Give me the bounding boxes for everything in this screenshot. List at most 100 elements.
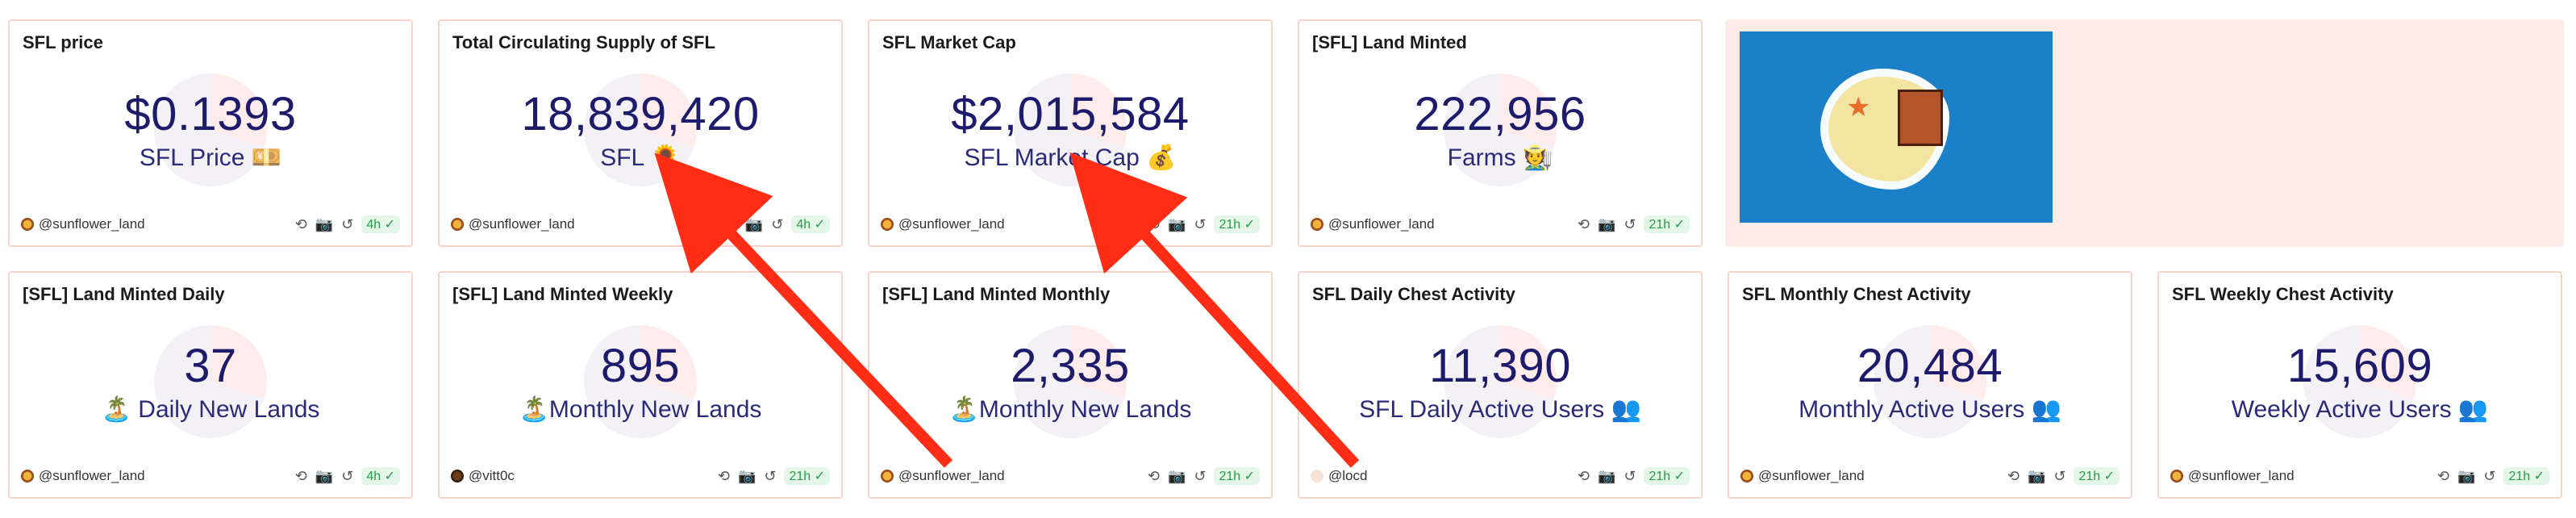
card-title: SFL price bbox=[23, 32, 103, 52]
author-link[interactable]: @vitt0c bbox=[469, 468, 515, 483]
footer-icons: ⟲ 📷 ↺ 21h ✓ bbox=[2437, 467, 2549, 485]
undo-icon[interactable]: ↺ bbox=[1624, 467, 1636, 484]
metric-label: 🏝️Monthly New Lands bbox=[948, 396, 1192, 423]
undo-icon[interactable]: ↺ bbox=[1194, 215, 1207, 232]
metric-value: 222,956 bbox=[1414, 88, 1586, 140]
card-land-minted[interactable]: [SFL] Land Minted 222,956 Farms 🧑‍🌾 @sun… bbox=[1298, 19, 1703, 247]
card-title: [SFL] Land Minted Daily bbox=[23, 284, 225, 304]
card-title: SFL Daily Chest Activity bbox=[1312, 284, 1515, 304]
undo-icon[interactable]: ↺ bbox=[2483, 467, 2496, 484]
card-sfl-price[interactable]: SFL price $0.1393 SFL Price 💴 @sunflower… bbox=[8, 19, 413, 247]
metric-value: $2,015,584 bbox=[951, 88, 1190, 140]
card-footer: @sunflower_land ⟲ 📷 ↺ 21h ✓ bbox=[1740, 465, 2120, 487]
card-land-minted-monthly[interactable]: [SFL] Land Minted Monthly 2,335 🏝️Monthl… bbox=[868, 271, 1273, 499]
card-daily-chest-activity[interactable]: SFL Daily Chest Activity 11,390 SFL Dail… bbox=[1298, 271, 1703, 499]
metric-label: Monthly Active Users 👥 bbox=[1799, 396, 2061, 423]
status-badge: 21h ✓ bbox=[1214, 215, 1260, 233]
camera-icon[interactable]: 📷 bbox=[1597, 215, 1616, 232]
refresh-like-icon[interactable]: ⟲ bbox=[294, 215, 307, 232]
card-title: [SFL] Land Minted Monthly bbox=[882, 284, 1111, 304]
card-monthly-chest-activity[interactable]: SFL Monthly Chest Activity 20,484 Monthl… bbox=[1728, 271, 2132, 499]
avatar bbox=[1311, 470, 1323, 482]
metric-value: 2,335 bbox=[1011, 340, 1130, 392]
metric-value: 18,839,420 bbox=[521, 88, 760, 140]
refresh-like-icon[interactable]: ⟲ bbox=[717, 467, 730, 484]
arrow-to-sfl-label bbox=[654, 152, 953, 468]
metric-label: 🏝️Monthly New Lands bbox=[519, 396, 762, 423]
undo-icon[interactable]: ↺ bbox=[2053, 467, 2066, 484]
metric-value: 20,484 bbox=[1857, 340, 2003, 392]
status-badge: 21h ✓ bbox=[1644, 215, 1690, 233]
undo-icon[interactable]: ↺ bbox=[764, 467, 777, 484]
donut-decoration bbox=[584, 324, 697, 438]
undo-icon[interactable]: ↺ bbox=[341, 215, 354, 232]
avatar bbox=[451, 218, 464, 231]
author-link[interactable]: @sunflower_land bbox=[1758, 468, 1865, 483]
avatar bbox=[2170, 470, 2183, 482]
card-total-supply[interactable]: Total Circulating Supply of SFL 18,839,4… bbox=[438, 19, 843, 247]
status-badge: 4h ✓ bbox=[361, 215, 400, 233]
card-weekly-chest-activity[interactable]: SFL Weekly Chest Activity 15,609 Weekly … bbox=[2157, 271, 2562, 499]
card-market-cap[interactable]: SFL Market Cap $2,015,584 SFL Market Cap… bbox=[868, 19, 1273, 247]
author-link[interactable]: @sunflower_land bbox=[39, 216, 145, 232]
card-footer: @sunflower_land ⟲ 📷 ↺ 21h ✓ bbox=[1311, 213, 1690, 236]
metric-value: 11,390 bbox=[1428, 340, 1572, 392]
author-link[interactable]: @sunflower_land bbox=[1328, 216, 1435, 232]
author-link[interactable]: @sunflower_land bbox=[898, 216, 1005, 232]
avatar bbox=[881, 470, 894, 482]
undo-icon[interactable]: ↺ bbox=[771, 215, 784, 232]
camera-icon[interactable]: 📷 bbox=[2457, 467, 2476, 484]
camera-icon[interactable]: 📷 bbox=[2027, 467, 2046, 484]
refresh-like-icon[interactable]: ⟲ bbox=[1577, 467, 1590, 484]
footer-icons: ⟲ 📷 ↺ 21h ✓ bbox=[718, 467, 830, 485]
refresh-like-icon[interactable]: ⟲ bbox=[1147, 467, 1160, 484]
island-shape bbox=[1820, 69, 1949, 190]
card-title: [SFL] Land Minted Weekly bbox=[452, 284, 673, 304]
status-badge: 21h ✓ bbox=[2074, 467, 2120, 485]
card-title: SFL Weekly Chest Activity bbox=[2172, 284, 2394, 304]
metric-label: SFL Daily Active Users 👥 bbox=[1359, 396, 1641, 423]
card-land-minted-weekly[interactable]: [SFL] Land Minted Weekly 895 🏝️Monthly N… bbox=[438, 271, 843, 499]
footer-icons: ⟲ 📷 ↺ 4h ✓ bbox=[295, 467, 400, 485]
metric-value: $0.1393 bbox=[124, 88, 297, 140]
author-link[interactable]: @sunflower_land bbox=[2188, 468, 2295, 483]
footer-icons: ⟲ 📷 ↺ 21h ✓ bbox=[1578, 467, 1690, 485]
camera-icon[interactable]: 📷 bbox=[1167, 467, 1186, 484]
status-badge: 21h ✓ bbox=[1644, 467, 1690, 485]
footer-icons: ⟲ 📷 ↺ 21h ✓ bbox=[2007, 467, 2120, 485]
donut-decoration bbox=[2303, 324, 2416, 438]
author-link[interactable]: @sunflower_land bbox=[469, 216, 575, 232]
footer-icons: ⟲ 📷 ↺ 4h ✓ bbox=[295, 215, 400, 233]
author-link[interactable]: @locd bbox=[1328, 468, 1368, 483]
status-badge: 4h ✓ bbox=[791, 215, 830, 233]
refresh-like-icon[interactable]: ⟲ bbox=[2007, 467, 2020, 484]
undo-icon[interactable]: ↺ bbox=[1624, 215, 1636, 232]
avatar bbox=[21, 218, 34, 231]
undo-icon[interactable]: ↺ bbox=[1194, 467, 1207, 484]
card-title: SFL Market Cap bbox=[882, 32, 1016, 52]
refresh-like-icon[interactable]: ⟲ bbox=[2436, 467, 2449, 484]
camera-icon[interactable]: 📷 bbox=[737, 467, 757, 484]
metric-value: 15,609 bbox=[2286, 340, 2433, 392]
refresh-like-icon[interactable]: ⟲ bbox=[1577, 215, 1590, 232]
metric-label: Farms 🧑‍🌾 bbox=[1447, 144, 1553, 171]
status-badge: 21h ✓ bbox=[784, 467, 830, 485]
camera-icon[interactable]: 📷 bbox=[1597, 467, 1616, 484]
image-card[interactable]: ★ bbox=[1725, 19, 2564, 247]
avatar bbox=[881, 218, 894, 231]
card-title: SFL Monthly Chest Activity bbox=[1742, 284, 1971, 304]
camera-icon[interactable]: 📷 bbox=[315, 467, 334, 484]
camera-icon[interactable]: 📷 bbox=[315, 215, 334, 232]
card-title: [SFL] Land Minted bbox=[1312, 32, 1467, 52]
card-land-minted-daily[interactable]: [SFL] Land Minted Daily 37 🏝️ Daily New … bbox=[8, 271, 413, 499]
refresh-like-icon[interactable]: ⟲ bbox=[294, 467, 307, 484]
author-link[interactable]: @sunflower_land bbox=[39, 468, 145, 483]
donut-decoration bbox=[1444, 324, 1557, 438]
author-link[interactable]: @sunflower_land bbox=[898, 468, 1005, 483]
island-image: ★ bbox=[1740, 31, 2053, 223]
status-badge: 21h ✓ bbox=[1214, 467, 1260, 485]
donut-decoration bbox=[1444, 73, 1557, 186]
card-footer: @sunflower_land ⟲ 📷 ↺ 21h ✓ bbox=[881, 465, 1260, 487]
card-footer: @sunflower_land ⟲ 📷 ↺ 21h ✓ bbox=[2170, 465, 2549, 487]
undo-icon[interactable]: ↺ bbox=[341, 467, 354, 484]
